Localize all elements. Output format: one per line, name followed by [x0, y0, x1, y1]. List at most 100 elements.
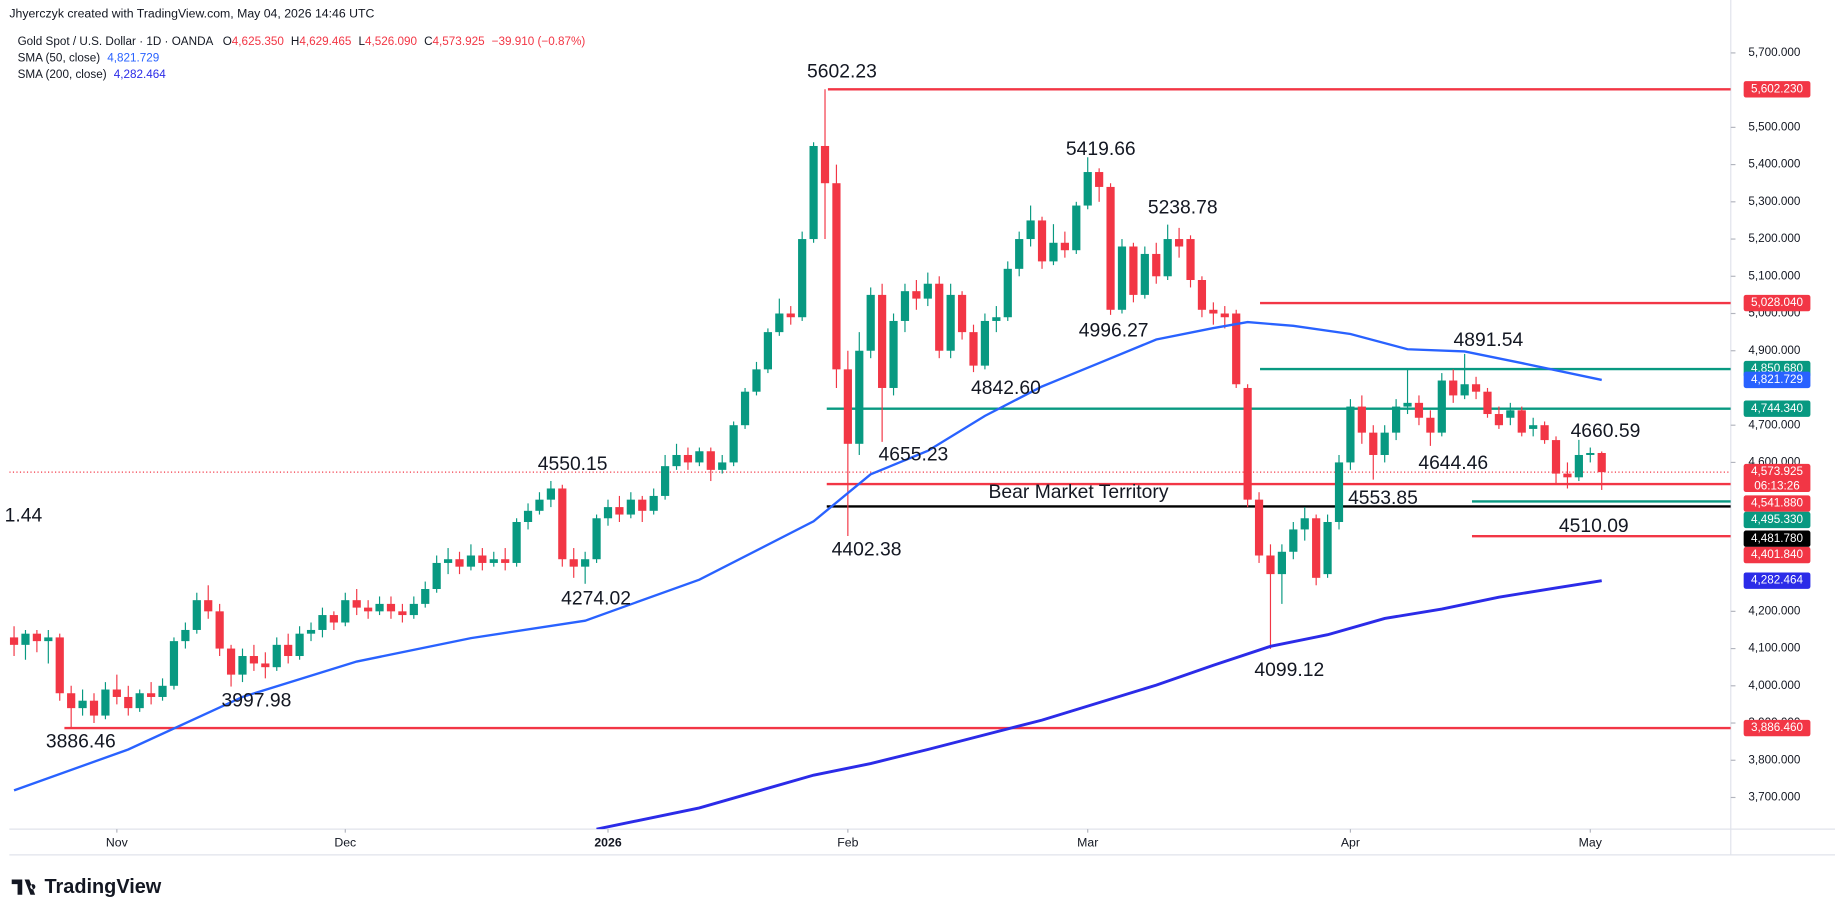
- y-tick-label: 4,900.000: [1748, 344, 1801, 357]
- candle-body: [786, 313, 795, 318]
- annotation: 4655.23: [878, 445, 948, 466]
- candle-body: [1220, 313, 1229, 318]
- annotation: 4644.46: [1418, 453, 1488, 474]
- y-tick-label: 3,800.000: [1748, 753, 1801, 766]
- candle-body: [695, 451, 704, 463]
- candle-body: [706, 451, 715, 470]
- candle-body: [1289, 529, 1298, 552]
- brand-name: TradingView: [44, 876, 161, 898]
- candle-body: [135, 693, 144, 709]
- annotation: 3886.46: [46, 732, 116, 753]
- y-tick-label: 5,700.000: [1748, 46, 1801, 59]
- candle-body: [21, 633, 30, 645]
- candle-body: [1357, 406, 1366, 433]
- candle-body: [1300, 518, 1309, 530]
- price-badge-label: 4,481.780: [1751, 532, 1804, 545]
- annotation: 1.44: [5, 506, 43, 527]
- candle-body: [672, 454, 681, 467]
- candle-body: [215, 611, 224, 649]
- candle-body: [1243, 387, 1252, 500]
- price-badge: [1743, 530, 1811, 547]
- candle-body: [1517, 410, 1526, 433]
- countdown: 06:13:26: [1754, 479, 1800, 492]
- ohlc-value: 4,625.350: [232, 35, 285, 48]
- candle-body: [1152, 253, 1161, 277]
- candle-body: [889, 320, 898, 388]
- candle-body: [78, 700, 87, 709]
- candle-body: [1483, 391, 1492, 415]
- y-tick-label: 5,300.000: [1748, 195, 1801, 208]
- candle-body: [1174, 239, 1184, 247]
- candle-body: [866, 294, 875, 351]
- annotation: 5602.23: [807, 62, 877, 83]
- legend-main: Gold Spot / U.S. Dollar · 1D · OANDA O4,6…: [18, 35, 586, 48]
- price-badge-label: 4,573.925: [1751, 465, 1804, 478]
- candle-body: [546, 488, 555, 500]
- candle-body: [1323, 521, 1332, 575]
- x-tick-label: Apr: [1341, 835, 1360, 849]
- candle-body: [900, 291, 910, 321]
- candle-body: [1277, 551, 1286, 575]
- candle-body: [775, 313, 784, 333]
- candle-body: [1232, 313, 1241, 385]
- candle-body: [261, 663, 270, 668]
- candle-body: [455, 559, 464, 567]
- candle-body: [32, 633, 41, 642]
- brand-logo: TradingView: [11, 876, 162, 898]
- y-tick-label: 4,700.000: [1748, 418, 1801, 431]
- candle-body: [1072, 205, 1081, 251]
- candle-body: [112, 689, 121, 697]
- candle-body: [364, 607, 373, 612]
- sma-name: SMA (50, close): [18, 52, 101, 65]
- ohlc-key: C: [424, 35, 432, 48]
- candle-body: [603, 507, 613, 519]
- candle-body: [1449, 380, 1458, 396]
- candle-body: [158, 685, 167, 697]
- candle-body: [718, 462, 727, 470]
- candle-body: [683, 454, 693, 463]
- price-badge: [1743, 495, 1811, 512]
- annotation: 4660.59: [1571, 421, 1641, 442]
- candle-body: [820, 145, 830, 184]
- candle-body: [569, 559, 578, 567]
- candle-body: [1095, 172, 1104, 187]
- candle-body: [661, 466, 670, 496]
- candle-body: [55, 637, 64, 694]
- candle-body: [581, 559, 590, 567]
- candle-body: [980, 320, 990, 366]
- sma-name: SMA (200, close): [18, 68, 107, 81]
- ohlc-value: 4,573.925: [433, 35, 486, 48]
- candle-body: [1494, 414, 1504, 426]
- candle-body: [352, 600, 361, 608]
- x-tick-label: May: [1579, 835, 1603, 849]
- price-badge-label: 4,282.464: [1751, 574, 1804, 587]
- x-tick-label: 2026: [594, 835, 621, 849]
- annotation: 4553.85: [1348, 488, 1418, 509]
- annotation: 4510.09: [1559, 516, 1629, 537]
- annotation: 4099.12: [1254, 660, 1324, 681]
- y-tick-label: 5,100.000: [1748, 269, 1801, 282]
- candle-body: [1380, 432, 1389, 455]
- y-tick-label: 3,700.000: [1748, 791, 1801, 804]
- candle-body: [1015, 239, 1024, 269]
- x-tick-label: Feb: [837, 835, 858, 849]
- candle-body: [284, 644, 293, 657]
- candle-body: [878, 294, 887, 388]
- y-tick-label: 5,500.000: [1748, 120, 1801, 133]
- change: −39.910 (−0.87%): [492, 35, 586, 48]
- candle-body: [740, 391, 750, 426]
- candle-body: [9, 637, 19, 645]
- candle-body: [763, 332, 773, 370]
- candle-body: [1506, 410, 1515, 418]
- price-badge: [1743, 572, 1811, 589]
- annotation: 4996.27: [1079, 321, 1149, 342]
- candle-body: [124, 696, 133, 709]
- candle-body: [1369, 432, 1378, 455]
- candle-body: [1254, 499, 1264, 556]
- candle-body: [192, 600, 201, 630]
- candle-body: [638, 499, 647, 511]
- sma-value: 4,282.464: [114, 68, 167, 81]
- candle-body: [1209, 309, 1218, 314]
- legend-title: Gold Spot / U.S. Dollar · 1D · OANDA: [18, 35, 214, 48]
- candle-body: [1563, 473, 1572, 478]
